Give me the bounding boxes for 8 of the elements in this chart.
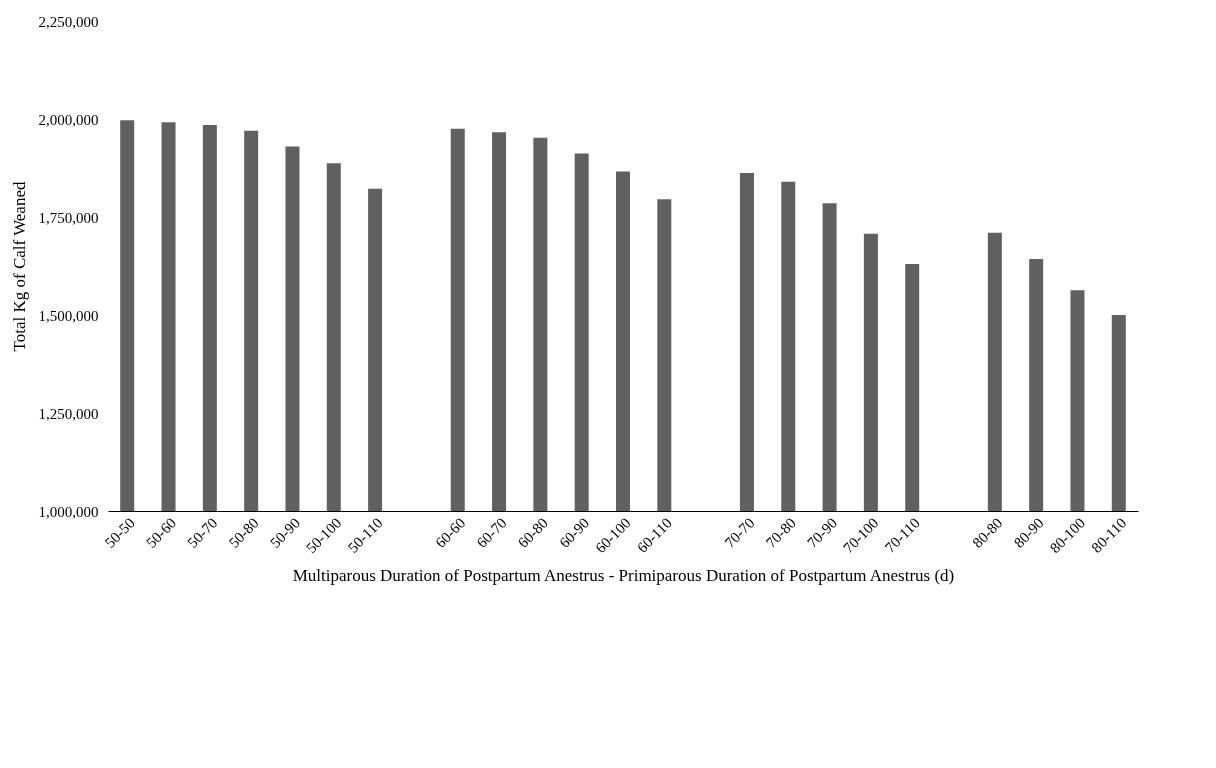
y-tick-label: 1,000,000 (38, 503, 99, 520)
y-axis-title: Total Kg of Calf Weaned (9, 181, 29, 352)
x-axis-title: Multiparous Duration of Postpartum Anestrus - Primiparous Duration of Postpartum Anestrus (d) (292, 566, 955, 586)
y-tick-label: 2,250,000 (38, 13, 99, 30)
y-tick-label: 1,250,000 (38, 405, 99, 422)
y-tick-label: 1,500,000 (38, 307, 99, 324)
y-tick-label: 2,000,000 (38, 111, 99, 128)
y-tick-label: 1,750,000 (38, 209, 99, 226)
